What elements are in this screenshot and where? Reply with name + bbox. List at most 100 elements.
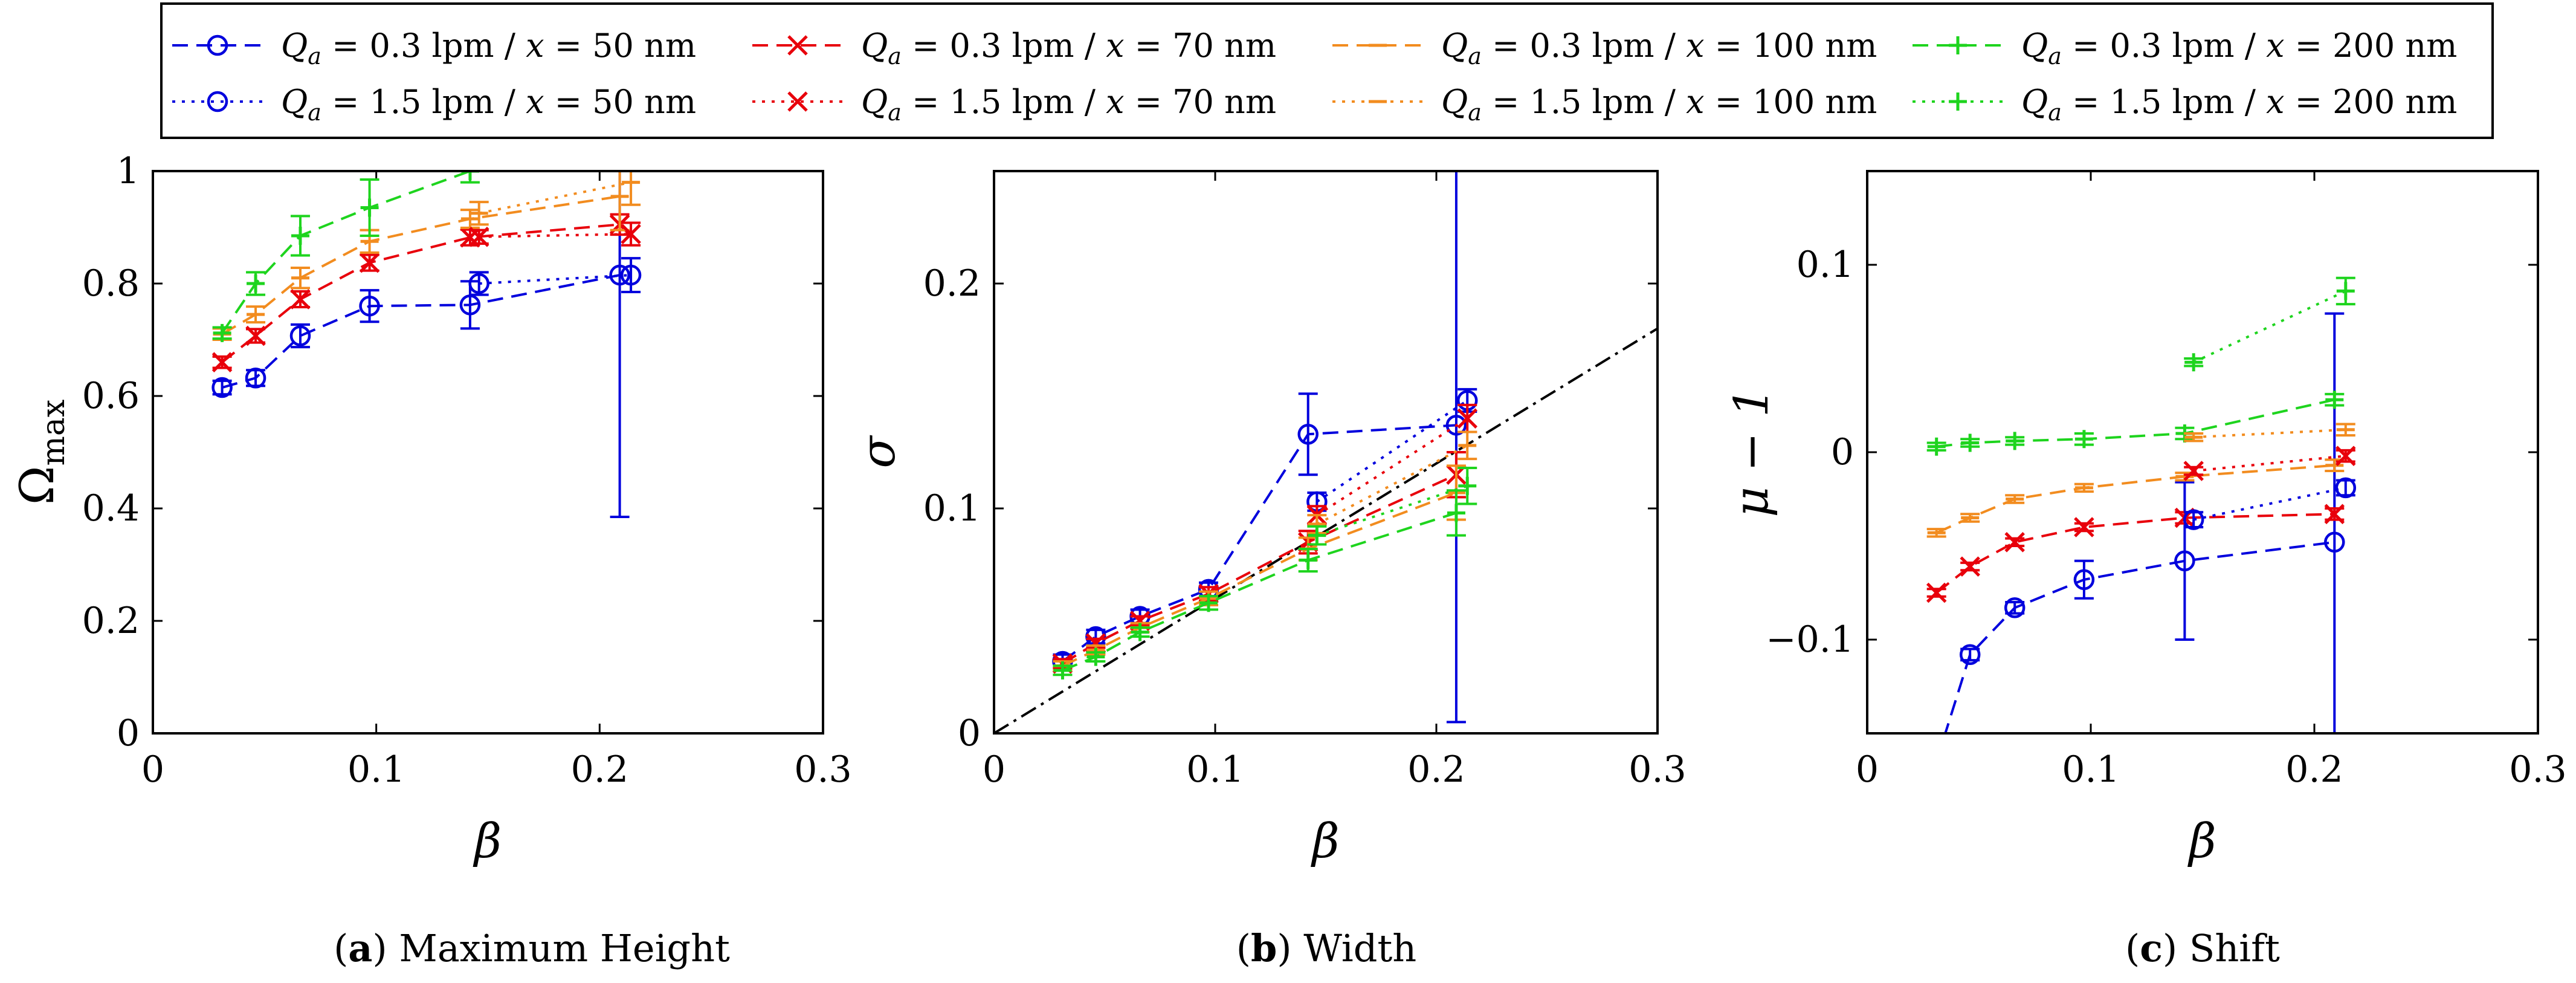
caption-letter: c [2140, 926, 2163, 970]
legend-swatch-marker [1949, 36, 1967, 54]
data-point [1447, 504, 1465, 522]
series-8 [2184, 276, 2355, 372]
caption-text: ) Width [1277, 926, 1416, 970]
data-point [211, 352, 233, 372]
legend-entry-3: Qa = 0.3 lpm / x = 100 nm [1332, 27, 1877, 70]
legend-label-q: Q [861, 83, 888, 121]
data-point [2183, 461, 2204, 481]
x-tick-label: 0.2 [1407, 748, 1465, 791]
data-point [2335, 477, 2357, 499]
series-line [2193, 455, 2346, 472]
caption-paren: ( [334, 926, 348, 970]
legend-entry-7: Qa = 1.5 lpm / x = 100 nm [1332, 83, 1877, 126]
legend-label-x: x [526, 83, 544, 121]
legend-label-eq: = 0.3 lpm / [1482, 27, 1686, 65]
legend-label-eq: = 1.5 lpm / [2062, 83, 2266, 121]
legend-label-x: x [526, 27, 544, 65]
series-6 [468, 221, 641, 247]
plot-area [1926, 276, 2357, 733]
legend-label-q: Q [2021, 27, 2048, 65]
legend-label-x: x [1106, 83, 1124, 121]
series-line [2193, 486, 2346, 521]
legend-label-val: = 100 nm [1705, 27, 1877, 65]
legend-swatch-marker [787, 91, 808, 112]
legend-label-x: x [2266, 27, 2284, 65]
series-line [479, 233, 631, 238]
caption-paren: ( [1236, 926, 1251, 970]
legend-label-q: Q [281, 83, 308, 121]
x-tick-label: 0 [983, 748, 1006, 791]
legend-label: Qa = 1.5 lpm / x = 70 nm [861, 83, 1276, 126]
legend-label-sub: a [1468, 99, 1482, 126]
series-4 [1926, 391, 2345, 456]
series-7 [1307, 430, 1477, 534]
legend-label-sub: a [888, 99, 902, 126]
legend-label-q: Q [281, 27, 308, 65]
series-line [2193, 290, 2346, 364]
data-point [1458, 476, 1477, 495]
legend-label-eq: = 1.5 lpm / [902, 83, 1106, 121]
series-line [1062, 473, 1457, 665]
legend-label: Qa = 1.5 lpm / x = 200 nm [2021, 83, 2457, 126]
legend-label-eq: = 1.5 lpm / [1482, 83, 1686, 121]
series-2 [211, 213, 630, 372]
legend-label: Qa = 0.3 lpm / x = 50 nm [281, 27, 696, 70]
series-4 [212, 171, 481, 342]
data-point [360, 198, 379, 217]
x-tick-label: 0.2 [2285, 748, 2343, 791]
legend-swatch-marker [1949, 92, 1967, 111]
legend-label-sub: a [308, 43, 321, 70]
data-point [1926, 582, 1947, 603]
series-4 [1053, 489, 1466, 680]
x-tick-label: 0.3 [2509, 748, 2566, 791]
legend-label-eq: = 1.5 lpm / [321, 83, 526, 121]
legend-label-x: x [1686, 83, 1704, 121]
data-point [1199, 594, 1218, 612]
data-point [211, 377, 233, 398]
data-point [2325, 391, 2344, 409]
y-tick-label: 1 [117, 150, 140, 192]
data-point [2324, 531, 2345, 553]
plot-frame [152, 170, 824, 735]
data-point [1961, 433, 1980, 452]
data-point [468, 227, 489, 247]
series-line [1062, 511, 1457, 672]
data-point [1299, 551, 1317, 569]
caption-paren: ( [2125, 926, 2140, 970]
legend-label-sub: a [308, 99, 321, 126]
legend-entry-8: Qa = 1.5 lpm / x = 200 nm [1913, 83, 2457, 126]
y-tick-label: 0.1 [1796, 244, 1854, 286]
caption-text: ) Shift [2163, 926, 2280, 970]
series-line [1936, 398, 2335, 448]
series-line [1935, 513, 2335, 594]
legend-entry-6: Qa = 1.5 lpm / x = 70 nm [752, 83, 1276, 126]
plot-area [211, 171, 642, 518]
series-line [479, 181, 631, 215]
series-5 [2183, 477, 2357, 530]
y-tick-label: 0.4 [82, 487, 140, 530]
panel-shift: 0 0.1 0.2 0.3 −0.1 0 0.1 β μ − 1 (c) Shift [1725, 170, 2567, 970]
data-point [2073, 569, 2095, 591]
legend-label-val: = 200 nm [2285, 83, 2458, 121]
data-point [2324, 504, 2345, 525]
series-line [221, 171, 481, 334]
data-point [290, 289, 311, 310]
series-line [1316, 399, 1468, 503]
data-point [2004, 532, 2025, 553]
legend: Qa = 0.3 lpm / x = 50 nm Qa = 0.3 lpm / x… [160, 2, 2494, 139]
panel-maximum-height: 0 0.1 0.2 0.3 0 0.2 0.4 0.6 0.8 1 β Ωmax (a) Maximum… [10, 150, 852, 970]
series-line [1316, 484, 1468, 537]
legend-box [160, 2, 2494, 139]
legend-label-val: = 50 nm [544, 83, 696, 121]
data-point [1960, 556, 1980, 577]
legend-label-q: Q [1441, 27, 1468, 65]
x-tick-label: 0 [1856, 748, 1879, 791]
legend-label-val: = 200 nm [2285, 27, 2458, 65]
x-tick-label: 0.1 [347, 748, 405, 791]
legend-label-x: x [1106, 27, 1124, 65]
series-8 [1307, 467, 1477, 546]
x-tick-label: 0.1 [2062, 748, 2119, 791]
legend-label-sub: a [2048, 99, 2062, 126]
data-point [1445, 415, 1467, 436]
